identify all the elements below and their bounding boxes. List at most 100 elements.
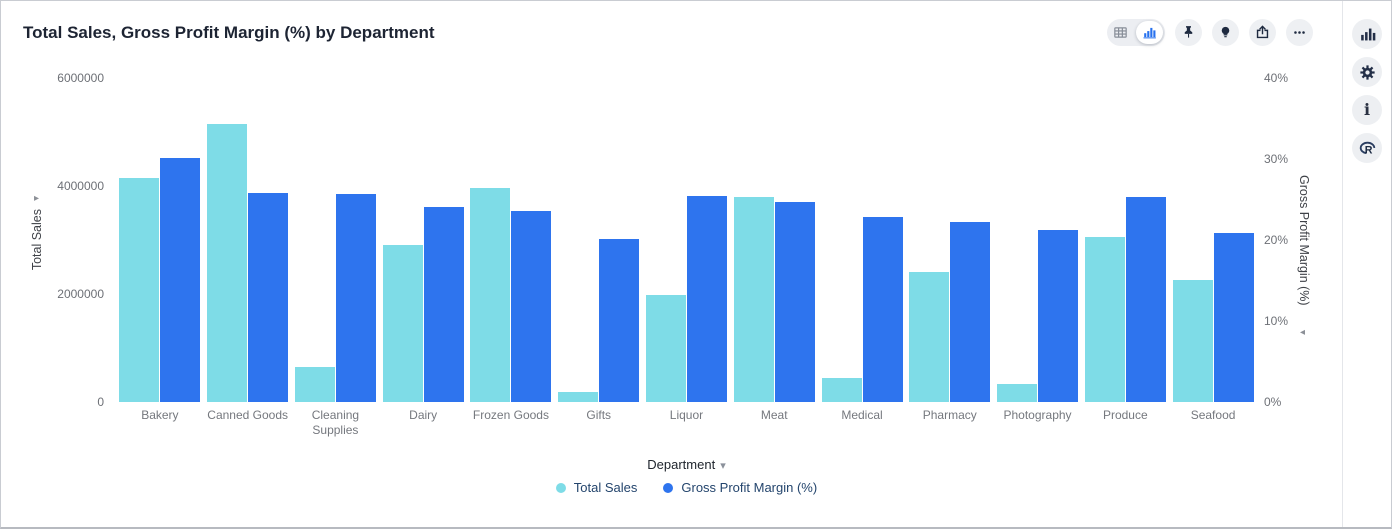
right-axis-title[interactable]: Gross Profit Margin (%) <box>1297 174 1311 306</box>
legend-label: Gross Profit Margin (%) <box>681 480 818 495</box>
x-axis-label-photography[interactable]: Photography <box>1003 408 1072 422</box>
legend-item-gross-profit-margin[interactable]: Gross Profit Margin (%) <box>663 480 817 495</box>
x-axis-label-dairy[interactable]: Dairy <box>409 408 438 422</box>
insights-button[interactable] <box>1212 19 1239 46</box>
x-axis-label-bakery[interactable]: Bakery <box>141 408 179 422</box>
x-axis-label-cell: Gifts <box>555 408 643 438</box>
axis-tick-label: 30% <box>1264 152 1289 166</box>
bar-total-sales-canned-goods[interactable] <box>207 123 248 402</box>
bar-gross-profit-margin-liquor[interactable] <box>686 196 727 402</box>
x-axis-label-cell: Canned Goods <box>204 408 292 438</box>
bar-total-sales-gifts[interactable] <box>558 392 599 402</box>
bar-total-sales-liquor[interactable] <box>645 295 686 402</box>
x-axis-title[interactable]: Department ▾ <box>116 457 1257 472</box>
x-axis-label-meat[interactable]: Meat <box>760 408 788 422</box>
x-axis-label-cell: Liquor <box>643 408 731 438</box>
bar-group-produce <box>1081 78 1169 402</box>
bar-group-medical <box>818 78 906 402</box>
table-view-button[interactable] <box>1107 19 1134 46</box>
bar-total-sales-seafood[interactable] <box>1172 279 1213 402</box>
bar-group-seafood <box>1169 78 1257 402</box>
share-icon <box>1256 25 1269 39</box>
legend-dot-icon <box>663 482 674 493</box>
axis-tick-label: 40% <box>1264 71 1289 85</box>
right-axis-ticks: 0% 10% 20% 30% 40% <box>1264 71 1309 409</box>
bar-gross-profit-margin-canned-goods[interactable] <box>248 193 289 402</box>
x-axis-label-cleaning-supplies[interactable]: Cleaning Supplies <box>311 408 360 437</box>
bar-gross-profit-margin-dairy[interactable] <box>423 206 464 402</box>
x-axis-label-cell: Frozen Goods <box>467 408 555 438</box>
bar-gross-profit-margin-meat[interactable] <box>774 201 815 402</box>
bar-chart-icon <box>1360 28 1375 40</box>
bar-group-dairy <box>379 78 467 402</box>
r-logo-icon: R <box>1359 141 1375 156</box>
legend-dot-icon <box>555 482 566 493</box>
chart-style-button[interactable] <box>1352 19 1382 49</box>
bar-total-sales-frozen-goods[interactable] <box>470 187 511 402</box>
x-axis-label-produce[interactable]: Produce <box>1102 408 1148 422</box>
bar-total-sales-photography[interactable] <box>997 383 1038 402</box>
x-axis-label-cell: Produce <box>1081 408 1169 438</box>
x-axis-label-cell: Bakery <box>116 408 204 438</box>
bar-group-pharmacy <box>906 78 994 402</box>
info-button[interactable]: i <box>1352 95 1382 125</box>
bar-group-frozen-goods <box>467 78 555 402</box>
bar-gross-profit-margin-gifts[interactable] <box>599 239 640 402</box>
bar-group-liquor <box>643 78 731 402</box>
bar-total-sales-pharmacy[interactable] <box>909 271 950 402</box>
bar-gross-profit-margin-frozen-goods[interactable] <box>511 210 552 402</box>
bar-group-canned-goods <box>204 78 292 402</box>
bar-total-sales-dairy[interactable] <box>382 244 423 402</box>
bar-total-sales-produce[interactable] <box>1084 236 1125 402</box>
x-axis-label-liquor[interactable]: Liquor <box>669 408 704 422</box>
bar-gross-profit-margin-photography[interactable] <box>1038 230 1079 402</box>
bar-total-sales-bakery[interactable] <box>119 178 160 402</box>
axis-tick-label: 6000000 <box>57 71 104 85</box>
x-axis-label-cell: Seafood <box>1169 408 1257 438</box>
bar-group-photography <box>994 78 1082 402</box>
chart-view-button[interactable] <box>1136 21 1163 44</box>
x-axis-label-canned-goods[interactable]: Canned Goods <box>207 408 289 422</box>
bar-gross-profit-margin-medical[interactable] <box>862 216 903 402</box>
x-axis-label-cell: Dairy <box>379 408 467 438</box>
x-axis-labels: Bakery Canned Goods Cleaning Supplies Dairy… <box>116 408 1257 438</box>
bar-total-sales-cleaning-supplies[interactable] <box>294 366 335 402</box>
svg-text:R: R <box>1364 144 1372 156</box>
bar-total-sales-medical[interactable] <box>821 378 862 402</box>
right-axis-sort-caret-icon: ◂ <box>1300 327 1306 338</box>
r-analysis-button[interactable]: R <box>1352 133 1382 163</box>
x-axis-label-pharmacy[interactable]: Pharmacy <box>922 408 977 422</box>
share-button[interactable] <box>1249 19 1276 46</box>
ellipsis-icon <box>1294 31 1305 34</box>
chart-title[interactable]: Total Sales, Gross Profit Margin (%) by … <box>23 23 435 42</box>
axis-tick-label: 0 <box>97 395 104 409</box>
bar-gross-profit-margin-cleaning-supplies[interactable] <box>335 193 376 402</box>
left-axis-ticks: 0 2000000 4000000 6000000 <box>1 71 104 409</box>
x-axis-label-frozen-goods[interactable]: Frozen Goods <box>472 408 549 422</box>
bar-gross-profit-margin-seafood[interactable] <box>1213 232 1254 402</box>
x-axis-label-cell: Meat <box>730 408 818 438</box>
plot-area <box>116 78 1257 402</box>
more-options-button[interactable] <box>1286 19 1313 46</box>
left-axis-title[interactable]: Total Sales <box>30 209 44 271</box>
bar-gross-profit-margin-pharmacy[interactable] <box>950 222 991 402</box>
settings-button[interactable] <box>1352 57 1382 87</box>
legend-label: Total Sales <box>573 480 638 495</box>
x-axis-label-cell: Photography <box>994 408 1082 438</box>
view-toggle <box>1107 19 1165 46</box>
x-axis-label-medical[interactable]: Medical <box>841 408 883 422</box>
info-icon: i <box>1363 100 1371 119</box>
bar-total-sales-meat[interactable] <box>733 196 774 402</box>
tile-toolbar <box>1107 19 1313 46</box>
legend-item-total-sales[interactable]: Total Sales <box>555 480 638 495</box>
gear-icon <box>1359 64 1375 80</box>
x-axis-label-gifts[interactable]: Gifts <box>586 408 612 422</box>
x-axis-label-cell: Cleaning Supplies <box>292 408 380 438</box>
x-axis-label-seafood[interactable]: Seafood <box>1190 408 1236 422</box>
axis-tick-label: 2000000 <box>57 287 104 301</box>
bar-gross-profit-margin-bakery[interactable] <box>160 158 201 402</box>
bar-gross-profit-margin-produce[interactable] <box>1125 197 1166 402</box>
x-axis-label-cell: Medical <box>818 408 906 438</box>
pin-button[interactable] <box>1175 19 1202 46</box>
x-axis-title-label: Department <box>647 457 716 472</box>
